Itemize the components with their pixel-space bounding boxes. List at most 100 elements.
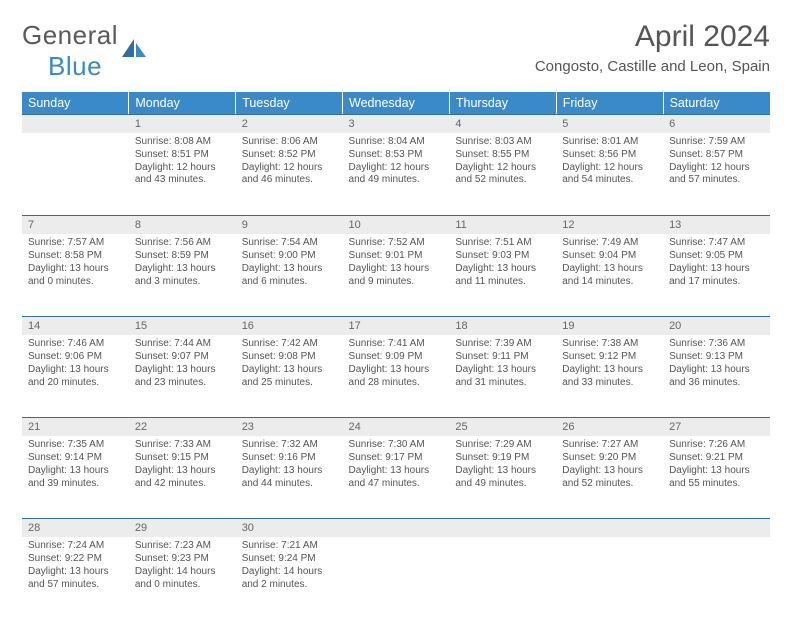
day-number: 30 <box>236 519 343 538</box>
daylight-line: Daylight: 13 hours and 23 minutes. <box>135 364 230 390</box>
day-cell: Sunrise: 8:06 AMSunset: 8:52 PMDaylight:… <box>236 133 343 215</box>
day-number: 12 <box>556 216 663 235</box>
day-number: 9 <box>236 216 343 235</box>
day-number: 28 <box>22 519 129 538</box>
day-cell: Sunrise: 7:30 AMSunset: 9:17 PMDaylight:… <box>343 436 450 518</box>
day-number: 21 <box>22 418 129 437</box>
daylight-line: Daylight: 12 hours and 46 minutes. <box>242 162 337 188</box>
sunrise-line: Sunrise: 7:44 AM <box>135 338 230 351</box>
sunrise-line: Sunrise: 8:01 AM <box>562 136 657 149</box>
day-number: 8 <box>129 216 236 235</box>
sunrise-line: Sunrise: 8:06 AM <box>242 136 337 149</box>
daylight-line: Daylight: 13 hours and 31 minutes. <box>455 364 550 390</box>
day-cell: Sunrise: 7:44 AMSunset: 9:07 PMDaylight:… <box>129 335 236 417</box>
logo-word2: Blue <box>48 51 102 81</box>
day-cell <box>663 537 770 619</box>
day-cell: Sunrise: 7:29 AMSunset: 9:19 PMDaylight:… <box>449 436 556 518</box>
day-number: 26 <box>556 418 663 437</box>
daylight-line: Daylight: 13 hours and 17 minutes. <box>669 263 764 289</box>
sunrise-line: Sunrise: 7:46 AM <box>28 338 123 351</box>
day-number: 7 <box>22 216 129 235</box>
daylight-line: Daylight: 13 hours and 20 minutes. <box>28 364 123 390</box>
day-cell: Sunrise: 7:26 AMSunset: 9:21 PMDaylight:… <box>663 436 770 518</box>
logo-sail-icon <box>120 37 148 66</box>
sunset-line: Sunset: 9:03 PM <box>455 250 550 263</box>
day-cell: Sunrise: 7:54 AMSunset: 9:00 PMDaylight:… <box>236 234 343 316</box>
day-number: 16 <box>236 317 343 336</box>
sunset-line: Sunset: 9:05 PM <box>669 250 764 263</box>
sunrise-line: Sunrise: 8:04 AM <box>349 136 444 149</box>
daylight-line: Daylight: 13 hours and 39 minutes. <box>28 465 123 491</box>
day-cell <box>22 133 129 215</box>
logo-text-block: General Blue <box>22 20 118 82</box>
day-number: 19 <box>556 317 663 336</box>
day-header: Monday <box>129 92 236 114</box>
sunrise-line: Sunrise: 7:47 AM <box>669 237 764 250</box>
sunrise-line: Sunrise: 7:35 AM <box>28 439 123 452</box>
day-cell: Sunrise: 8:01 AMSunset: 8:56 PMDaylight:… <box>556 133 663 215</box>
daylight-line: Daylight: 13 hours and 25 minutes. <box>242 364 337 390</box>
daynum-row: 78910111213 <box>22 216 770 235</box>
day-cell <box>449 537 556 619</box>
day-cell: Sunrise: 7:38 AMSunset: 9:12 PMDaylight:… <box>556 335 663 417</box>
day-cell: Sunrise: 8:04 AMSunset: 8:53 PMDaylight:… <box>343 133 450 215</box>
sunrise-line: Sunrise: 7:38 AM <box>562 338 657 351</box>
sunset-line: Sunset: 8:59 PM <box>135 250 230 263</box>
sunrise-line: Sunrise: 8:03 AM <box>455 136 550 149</box>
sunrise-line: Sunrise: 7:59 AM <box>669 136 764 149</box>
month-title: April 2024 <box>535 20 770 54</box>
sunrise-line: Sunrise: 7:30 AM <box>349 439 444 452</box>
sunrise-line: Sunrise: 7:26 AM <box>669 439 764 452</box>
day-number: 29 <box>129 519 236 538</box>
week-row: Sunrise: 7:57 AMSunset: 8:58 PM Daylight:… <box>22 234 770 316</box>
title-block: April 2024 Congosto, Castille and Leon, … <box>535 20 770 75</box>
day-number: 24 <box>343 418 450 437</box>
day-number: 20 <box>663 317 770 336</box>
daylight-line: Daylight: 12 hours and 57 minutes. <box>669 162 764 188</box>
day-cell: Sunrise: 7:49 AMSunset: 9:04 PMDaylight:… <box>556 234 663 316</box>
sunset-line: Sunset: 8:55 PM <box>455 149 550 162</box>
location: Congosto, Castille and Leon, Spain <box>535 58 770 75</box>
daylight-line: Daylight: 12 hours and 43 minutes. <box>135 162 230 188</box>
day-cell: Sunrise: 7:33 AMSunset: 9:15 PMDaylight:… <box>129 436 236 518</box>
sunset-line: Sunset: 8:58 PM <box>28 250 123 263</box>
sunrise-line: Sunrise: 8:08 AM <box>135 136 230 149</box>
day-number <box>22 115 129 134</box>
day-cell: Sunrise: 7:36 AMSunset: 9:13 PMDaylight:… <box>663 335 770 417</box>
sunset-line: Sunset: 9:16 PM <box>242 452 337 465</box>
calendar-body: 123456Sunrise: 8:08 AMSunset: 8:51 PMDay… <box>22 114 770 619</box>
sunrise-line: Sunrise: 7:56 AM <box>135 237 230 250</box>
day-number: 10 <box>343 216 450 235</box>
daynum-row: 21222324252627 <box>22 418 770 437</box>
daylight-line: Daylight: 13 hours and 47 minutes. <box>349 465 444 491</box>
daylight-line: Daylight: 13 hours and 55 minutes. <box>669 465 764 491</box>
day-cell: Sunrise: 7:52 AMSunset: 9:01 PMDaylight:… <box>343 234 450 316</box>
day-header: Sunday <box>22 92 129 114</box>
header: General Blue April 2024 Congosto, Castil… <box>22 20 770 82</box>
day-cell: Sunrise: 7:24 AMSunset: 9:22 PMDaylight:… <box>22 537 129 619</box>
day-cell: Sunrise: 7:21 AMSunset: 9:24 PMDaylight:… <box>236 537 343 619</box>
day-number: 2 <box>236 115 343 134</box>
week-row: Sunrise: 7:46 AMSunset: 9:06 PMDaylight:… <box>22 335 770 417</box>
day-cell: Sunrise: 7:57 AMSunset: 8:58 PMDaylight:… <box>22 234 129 316</box>
day-number: 13 <box>663 216 770 235</box>
daylight-line: Daylight: 12 hours and 54 minutes. <box>562 162 657 188</box>
sunset-line: Sunset: 9:19 PM <box>455 452 550 465</box>
sunrise-line: Sunrise: 7:24 AM <box>28 540 123 553</box>
sunset-line: Sunset: 9:07 PM <box>135 351 230 364</box>
sunrise-line: Sunrise: 7:51 AM <box>455 237 550 250</box>
sunset-line: Sunset: 9:01 PM <box>349 250 444 263</box>
sunset-line: Sunset: 9:08 PM <box>242 351 337 364</box>
sunset-line: Sunset: 9:12 PM <box>562 351 657 364</box>
logo-word1: General <box>22 20 118 50</box>
daylight-line: Daylight: 14 hours and 2 minutes. <box>242 566 337 592</box>
sunrise-line: Sunrise: 7:57 AM <box>28 237 123 250</box>
sunset-line: Sunset: 9:24 PM <box>242 553 337 566</box>
day-cell: Sunrise: 7:39 AMSunset: 9:11 PMDaylight:… <box>449 335 556 417</box>
day-number <box>556 519 663 538</box>
sunset-line: Sunset: 9:00 PM <box>242 250 337 263</box>
sunset-line: Sunset: 9:23 PM <box>135 553 230 566</box>
day-number: 18 <box>449 317 556 336</box>
day-header: Friday <box>556 92 663 114</box>
day-number <box>663 519 770 538</box>
